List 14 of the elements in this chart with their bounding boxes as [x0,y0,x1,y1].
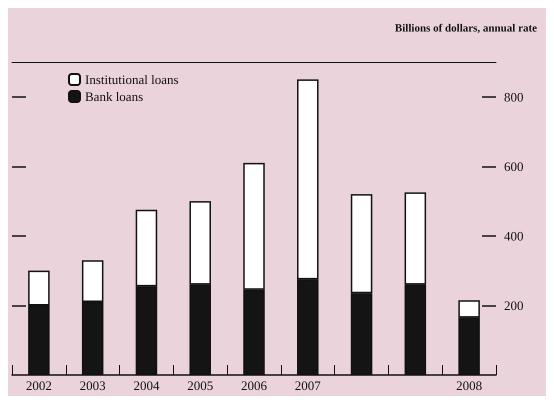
legend-label: Bank loans [85,89,144,104]
y-axis-title: Billions of dollars, annual rate [394,22,538,34]
x-tick-label: 2006 [241,378,268,393]
y-tick-label: 600 [504,158,524,174]
y-tick-label: 400 [504,228,524,244]
y-tick-label: 200 [504,298,524,313]
x-tick-label: 2002 [26,378,52,393]
legend-label: Institutional loans [85,72,179,87]
x-tick-label: 2004 [133,378,160,393]
x-tick-label: 2008 [456,378,482,393]
x-tick-label: 2003 [80,378,106,393]
x-tick-label: 2005 [187,378,214,393]
x-tick-label: 2007 [294,378,322,393]
y-tick-label: 800 [504,89,524,104]
